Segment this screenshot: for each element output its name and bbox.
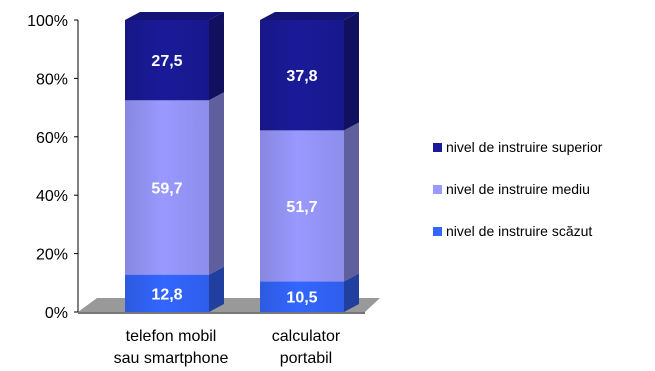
y-axis: 0% 20% 40% 60% 80% 100% (27, 13, 79, 322)
data-label: 51,7 (286, 199, 317, 216)
data-label: 12,8 (151, 286, 182, 303)
legend-swatch-mediu (433, 184, 442, 194)
data-label: 37,8 (286, 68, 317, 85)
bar-segment-side (209, 12, 224, 101)
legend-item-scazut: nivel de instruire scăzut (433, 222, 655, 240)
bar-segment (125, 20, 209, 101)
legend-label-superior: nivel de instruire superior (446, 139, 603, 155)
y-tick-label: 60% (36, 130, 68, 147)
legend-item-superior: nivel de instruire superior (433, 138, 655, 156)
y-tick-label: 80% (36, 71, 68, 88)
bar-segment-side (209, 266, 224, 312)
category-label: telefon mobil sau smartphone (114, 328, 229, 367)
legend-label-scazut: nivel de instruire scăzut (446, 223, 593, 239)
y-tick-label: 40% (36, 188, 68, 205)
bar-segment (260, 130, 344, 282)
bar-segment (260, 281, 344, 312)
category-labels: telefon mobil sau smartphone calculator por… (114, 328, 341, 367)
legend-label-mediu: nivel de instruire mediu (446, 181, 590, 197)
data-label: 10,5 (286, 290, 317, 307)
legend-item-mediu: nivel de instruire mediu (433, 180, 655, 198)
bar-segment-side (209, 92, 224, 275)
y-tick-label: 0% (45, 305, 68, 322)
bars: 12,8 59,7 27,5 10,5 51,7 37,8 (125, 12, 359, 312)
bar-top-cap (125, 12, 224, 20)
bar-segment (125, 274, 209, 312)
bar-top-cap (260, 12, 359, 20)
floor-edge (78, 312, 365, 314)
data-label: 27,5 (151, 53, 182, 70)
legend-swatch-superior (433, 142, 442, 152)
legend: nivel de instruire superior nivel de ins… (433, 138, 655, 264)
bar-segment-side (344, 122, 359, 282)
bar-segment (125, 100, 209, 275)
bar-segment (260, 20, 344, 131)
y-tick-label: 100% (27, 13, 68, 30)
bar-segment-side (344, 12, 359, 131)
data-label: 59,7 (151, 180, 182, 197)
category-label: calculator portabil (272, 328, 341, 367)
y-tick-label: 20% (36, 247, 68, 264)
bar-segment-side (344, 273, 359, 312)
legend-swatch-scazut (433, 226, 442, 236)
